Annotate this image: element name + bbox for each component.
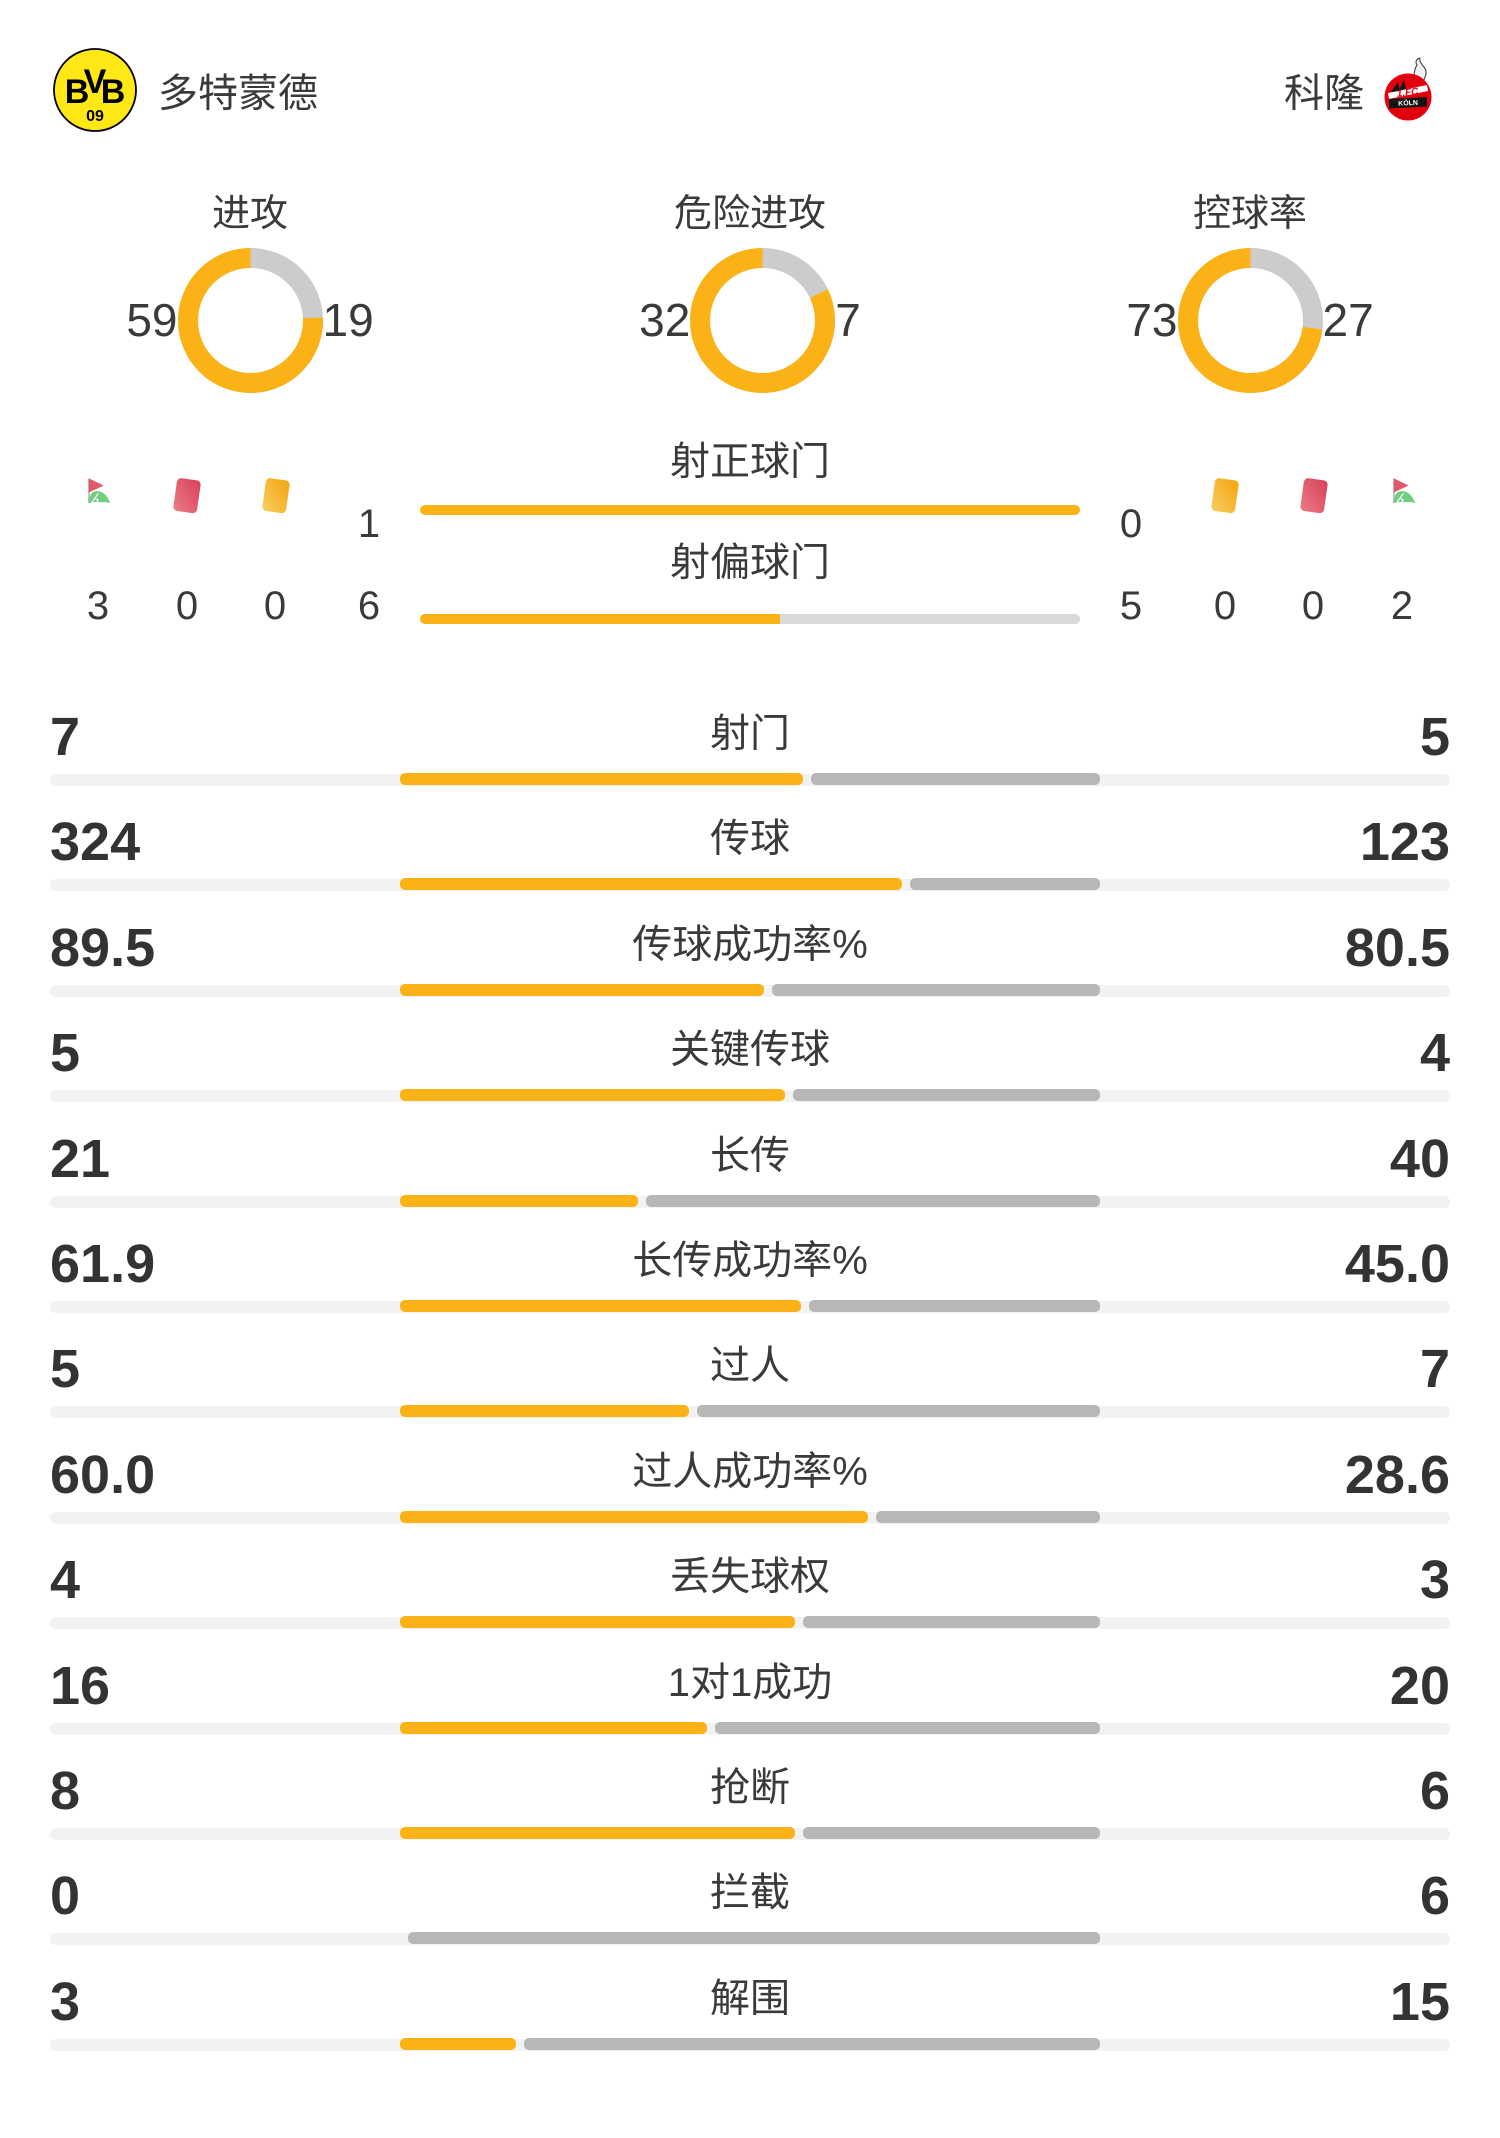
svg-text:B: B	[101, 73, 126, 111]
svg-text:09: 09	[86, 108, 104, 125]
